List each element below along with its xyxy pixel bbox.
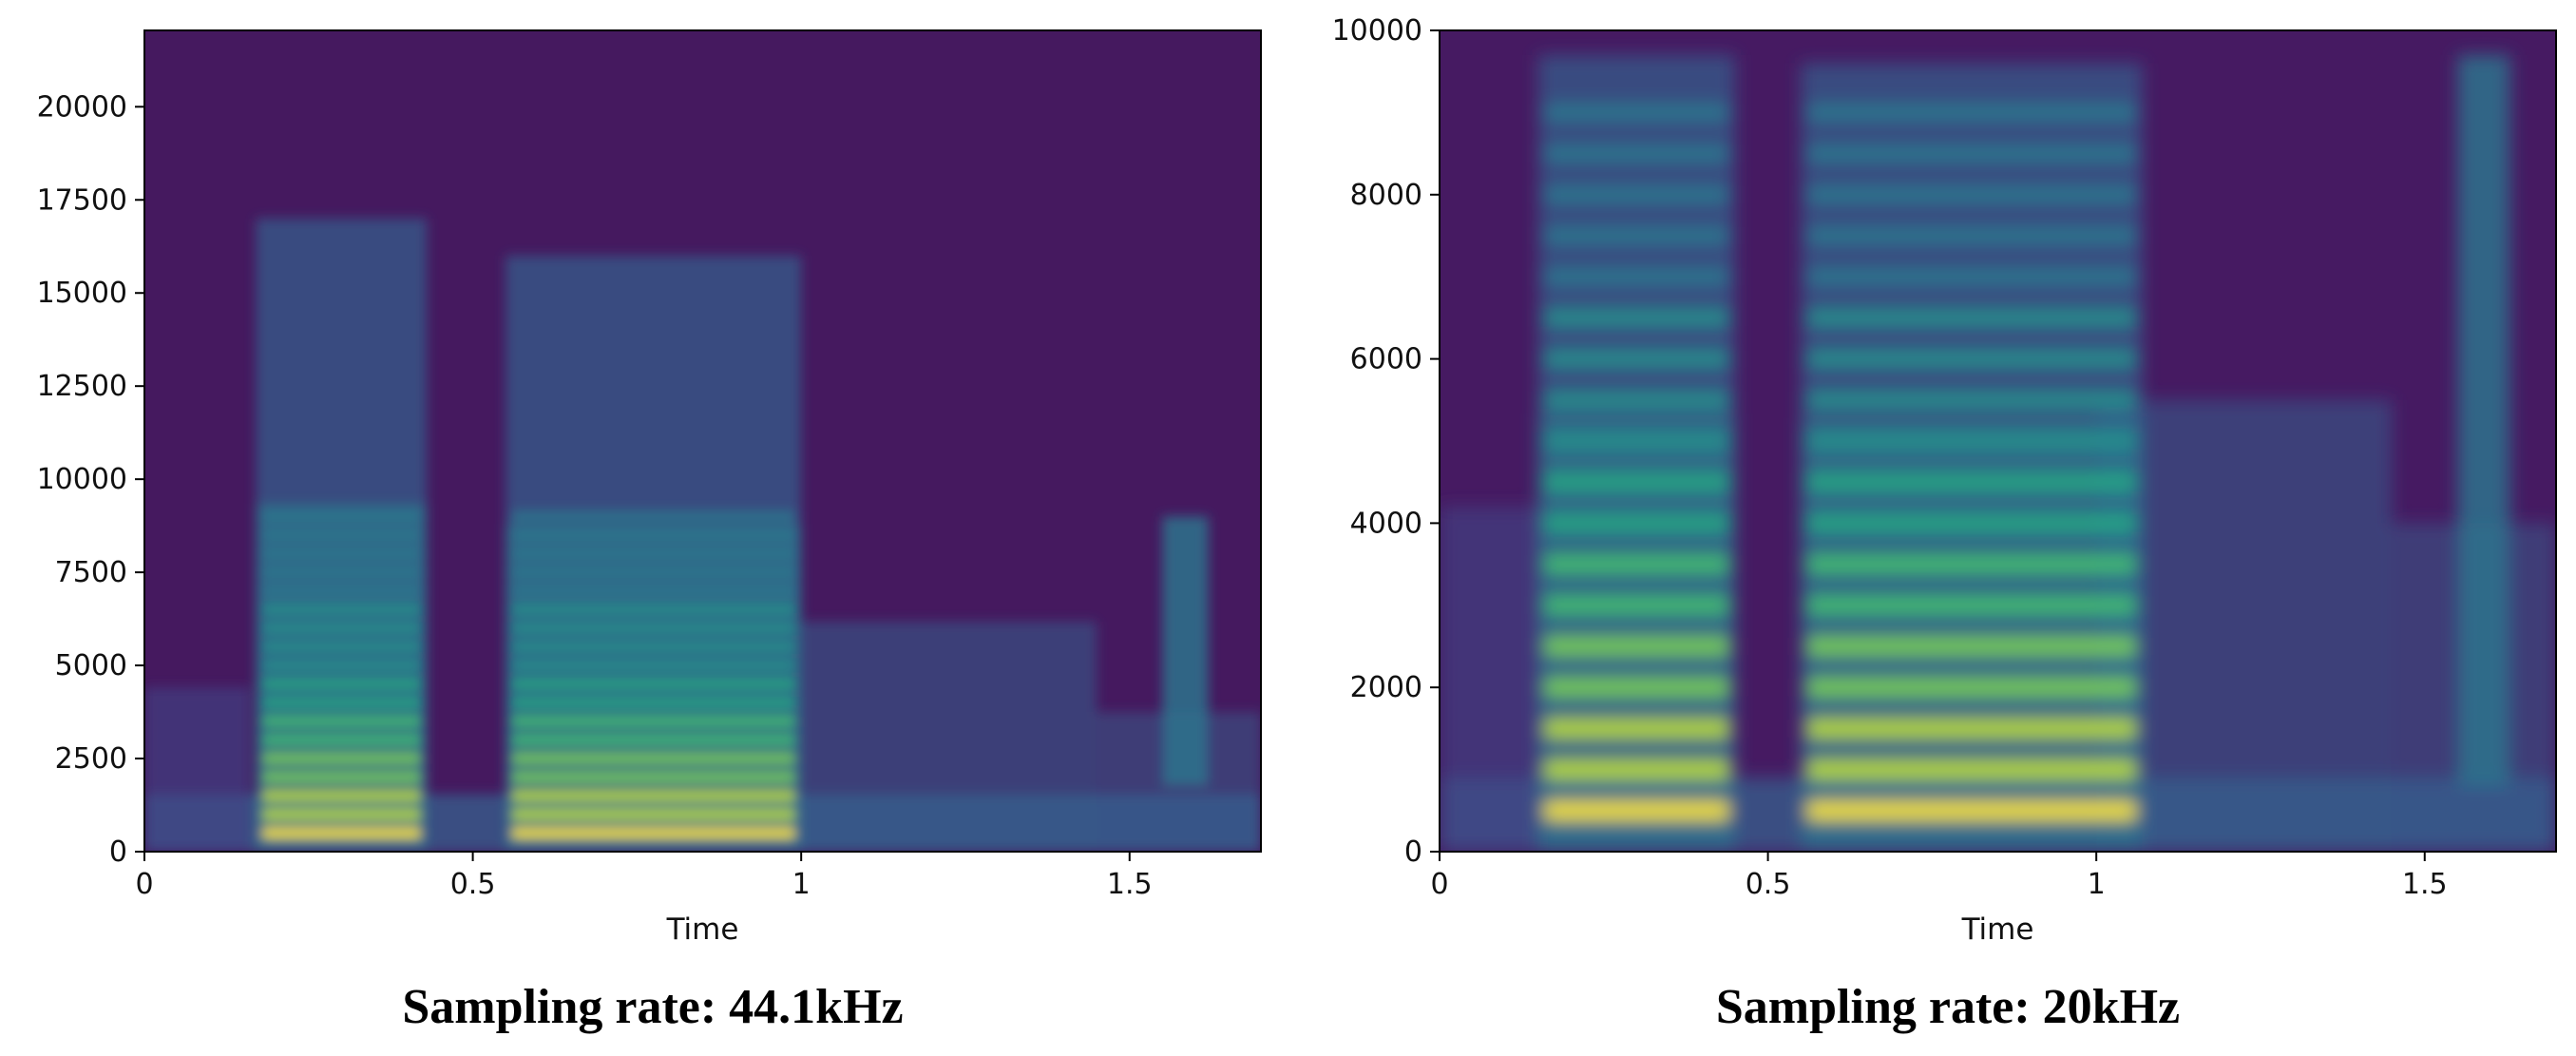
x-axis-20k: 0 0.5 1 1.5 [1430,852,2448,901]
spectrogram-image-44k [144,30,1261,852]
y-tick-label: 17500 [37,183,127,217]
y-tick-label: 20000 [37,90,127,124]
y-tick-label: 2500 [55,742,127,776]
y-tick-label: 15000 [37,277,127,310]
y-tick-label: 8000 [1350,179,1422,212]
x-tick-label: 1.5 [2402,868,2448,901]
caption-20k: Sampling rate: 20kHz [1716,980,2180,1034]
spectrogram-panel-20k: 0 0.5 1 1.5 0 2000 4000 6000 8000 10000 Time Sam… [1332,14,2557,1034]
y-tick-label: 0 [109,835,127,869]
x-tick-label: 0.5 [1746,868,1791,901]
y-tick-label: 0 [1404,835,1422,869]
plot-frame-20k [1439,29,2557,853]
y-tick-label: 5000 [55,649,127,682]
y-tick-label: 4000 [1350,507,1422,540]
x-tick-label: 1 [792,868,811,901]
x-tick-label: 0.5 [450,868,496,901]
y-axis-44k: 0 2500 5000 7500 10000 12500 15000 17500 20000 [37,90,144,869]
x-tick-label: 0 [135,868,153,901]
x-tick-label: 0 [1430,868,1448,901]
y-tick-label: 7500 [55,556,127,589]
x-axis-label-44k: Time [666,912,739,947]
caption-44k: Sampling rate: 44.1kHz [402,980,903,1034]
x-axis-label-20k: Time [1961,912,2034,947]
spectrogram-panel-44k: 0 0.5 1 1.5 0 2500 5000 7500 10000 12500 15000 175… [37,29,1262,1034]
spectrogram-image-20k [1440,30,2556,852]
y-tick-label: 6000 [1350,343,1422,376]
y-axis-20k: 0 2000 4000 6000 8000 10000 [1332,14,1440,869]
x-tick-label: 1.5 [1107,868,1153,901]
y-tick-label: 2000 [1350,671,1422,704]
x-tick-label: 1 [2088,868,2106,901]
y-tick-label: 10000 [37,463,127,496]
plot-frame-44k [143,29,1262,853]
y-tick-label: 12500 [37,370,127,403]
x-axis-44k: 0 0.5 1 1.5 [135,852,1153,901]
y-tick-label: 10000 [1332,14,1422,48]
